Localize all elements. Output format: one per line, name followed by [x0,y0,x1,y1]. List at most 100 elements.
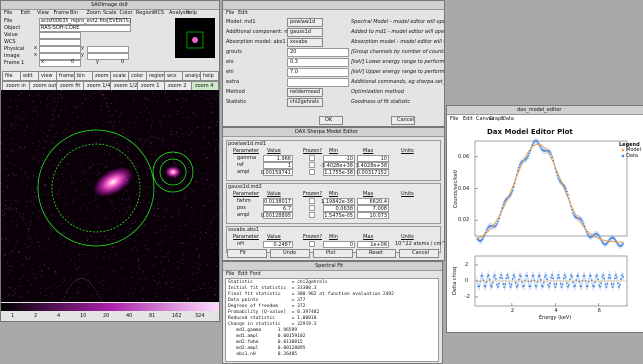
text-field[interactable]: 20 [287,48,349,57]
frozen-checkbox[interactable] [309,162,315,168]
dropdown[interactable]: xsvabs [287,38,323,47]
button[interactable]: Plot [313,249,353,258]
noise [43,132,44,133]
limit-field[interactable]: 0.00317152 [357,169,389,176]
noise [167,209,168,210]
residual-point [549,282,551,284]
noise [189,135,190,136]
button[interactable]: scale [110,71,129,81]
noise [68,301,69,302]
noise [159,184,160,185]
button[interactable]: region [146,71,165,81]
noise [178,230,179,231]
value-field[interactable]: 1.966 [263,155,293,162]
noise [137,300,138,301]
desktop: SAOImage ds9FileEditViewFrameBinZoomScal… [0,0,643,362]
noise [141,262,142,263]
noise [81,164,82,165]
button[interactable]: color [128,71,147,81]
frozen-checkbox[interactable] [309,241,315,247]
frozen-checkbox[interactable] [309,155,315,161]
limit-field[interactable]: 1.19842e-38 [323,198,355,205]
noise [204,206,205,207]
limit-field[interactable]: -3.4028e+38 [323,162,355,169]
noise [199,261,200,262]
noise [58,270,59,271]
column-header: Units [401,191,414,197]
button[interactable]: OK [319,116,343,125]
param-limit: 0.0638 [336,206,354,212]
noise [82,194,83,195]
noise [136,194,137,195]
noise [162,138,163,139]
button[interactable]: frame [56,71,75,81]
limit-field[interactable]: 6620.4 [357,198,389,205]
text-field[interactable] [287,78,349,87]
noise [173,281,174,282]
limit-field[interactable]: 10 [357,155,389,162]
noise [146,219,147,220]
noise [95,200,96,201]
noise [3,226,4,227]
noise [206,129,207,130]
value-field[interactable]: 0.00128895 [263,212,293,219]
noise [72,236,73,237]
noise [127,147,128,148]
noise [191,133,192,134]
noise [55,125,56,126]
limit-field[interactable]: 0 [323,241,355,248]
noise [139,266,140,267]
frozen-checkbox[interactable] [309,205,315,211]
residual-point [611,283,613,285]
button[interactable]: Reset [356,249,396,258]
noise [126,200,127,201]
button[interactable]: bin [74,71,93,81]
limit-field[interactable]: 3.4028e+38 [357,162,389,169]
noise [169,199,170,200]
limit-field[interactable]: -10 [323,155,355,162]
value-field[interactable]: 6.7 [263,205,293,212]
frozen-checkbox[interactable] [309,198,315,204]
noise [92,285,93,286]
noise [158,157,159,158]
button[interactable]: wcs [164,71,183,81]
limit-field[interactable]: 0.0638 [323,205,355,212]
button[interactable]: view [38,71,57,81]
button[interactable]: help [200,71,219,81]
value-field[interactable]: 0.0138017 [263,198,293,205]
value-field[interactable]: 1 [263,162,293,169]
button[interactable]: analysis [182,71,201,81]
field [39,39,81,46]
residual-point [544,276,546,278]
button[interactable]: Cancel [399,249,439,258]
text-field[interactable]: 0.3 [287,58,349,67]
limit-field[interactable]: 1e+06 [357,241,389,248]
button[interactable]: Undo [270,249,310,258]
button[interactable]: Fit [227,249,267,258]
frozen-checkbox[interactable] [309,169,315,175]
frozen-checkbox[interactable] [309,212,315,218]
noise [202,244,203,245]
dropdown[interactable]: neldermead [287,88,323,97]
noise [209,226,210,227]
limit-field[interactable]: 1.5475e-05 [323,212,355,219]
limit-field[interactable]: 7.008 [357,205,389,212]
residual-point [504,283,506,285]
dropdown[interactable]: gauss1d [287,28,323,37]
limit-field[interactable]: 10.073 [357,212,389,219]
noise [218,95,219,96]
noise [99,236,100,237]
value-field[interactable]: 0.2487 [263,241,293,248]
residual-point [570,274,572,276]
dropdown[interactable]: powlaw1d [287,18,323,27]
noise [7,135,8,136]
button[interactable]: file [2,71,21,81]
dropdown[interactable]: chi2gehrels [287,98,323,107]
limit-field[interactable]: 1.1755e-38 [323,169,355,176]
button[interactable]: zoom [92,71,111,81]
button[interactable]: edit [20,71,39,81]
noise [59,251,60,252]
text-field[interactable]: 7.0 [287,68,349,77]
value-field[interactable]: 0.00159741 [263,169,293,176]
button[interactable]: Cancel [391,116,415,125]
